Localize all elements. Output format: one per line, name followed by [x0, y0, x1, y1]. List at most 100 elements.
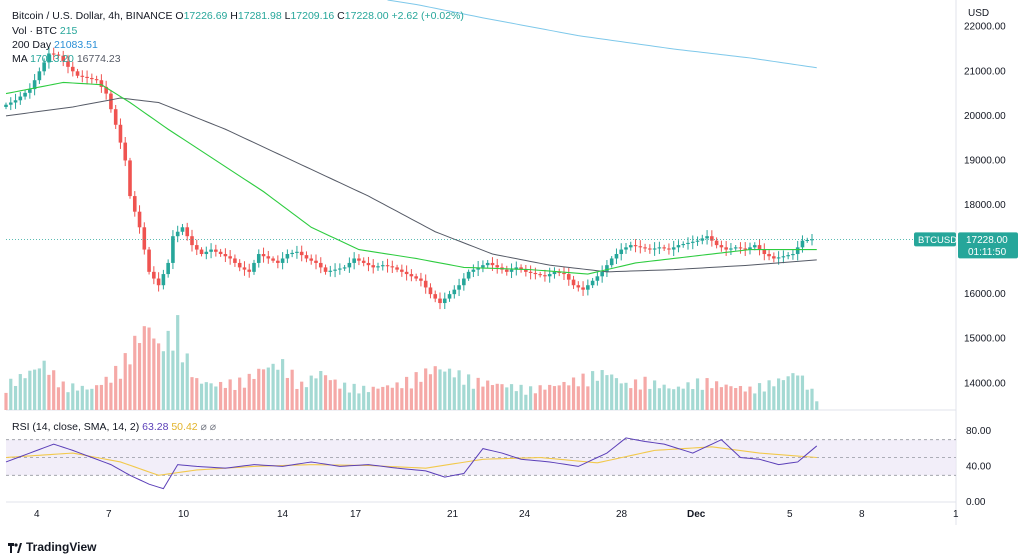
- symbol-title: Bitcoin / U.S. Dollar, 4h, BINANCE: [12, 10, 173, 22]
- candle-body: [452, 289, 457, 295]
- volume-bar: [710, 388, 714, 410]
- volume-bar: [490, 385, 495, 410]
- candle-body: [576, 285, 581, 288]
- volume-bar: [509, 384, 514, 410]
- time-axis-label: 21: [447, 509, 459, 520]
- candle-body: [609, 258, 614, 266]
- candle-body: [28, 89, 32, 93]
- candle-body: [371, 265, 376, 268]
- candle-body: [304, 255, 309, 259]
- volume-bar: [729, 386, 733, 410]
- tradingview-brand[interactable]: TradingView: [8, 540, 96, 554]
- volume-bar: [443, 371, 447, 410]
- candle-body: [605, 265, 609, 272]
- candle-body: [538, 274, 542, 276]
- tradingview-logo-icon: [8, 542, 22, 553]
- candle-body: [733, 247, 738, 249]
- rsi-line: [5, 437, 818, 490]
- volume-bar: [261, 369, 266, 410]
- candle-body: [652, 248, 657, 250]
- volume-bar: [781, 380, 785, 410]
- candle-body: [595, 276, 600, 281]
- volume-bar: [52, 370, 56, 410]
- volume-bar: [486, 380, 490, 410]
- candle-body: [476, 267, 480, 270]
- price-axis-tick: 14000.00: [964, 378, 1006, 389]
- volume-bar: [557, 385, 561, 410]
- candle-body: [748, 247, 752, 250]
- ma-slow-value: 16774.23: [76, 53, 121, 65]
- candle-body: [433, 294, 438, 299]
- candle-body: [190, 236, 194, 246]
- settings-icon[interactable]: ⌀: [209, 421, 217, 433]
- candle-body: [714, 240, 719, 246]
- ma-label: MA: [12, 53, 28, 65]
- candle-body: [657, 247, 662, 249]
- volume-bar: [271, 363, 275, 410]
- candle-body: [233, 258, 237, 263]
- volume-bar: [381, 386, 385, 410]
- time-axis-label: 5: [787, 509, 793, 520]
- time-axis-label: 17: [350, 509, 362, 520]
- candle-body: [423, 280, 428, 288]
- volume-bar: [695, 378, 700, 410]
- visibility-icon[interactable]: ⌀: [200, 421, 207, 433]
- candle-body: [543, 275, 547, 277]
- volume-bar: [619, 383, 623, 410]
- candle-body: [552, 271, 557, 275]
- volume-bar: [152, 338, 156, 410]
- volume-bar: [71, 383, 75, 410]
- candle-body: [318, 262, 323, 268]
- volume-bar: [653, 380, 657, 410]
- volume-bar: [471, 388, 475, 410]
- candle-body: [118, 124, 123, 143]
- volume-bar: [409, 388, 413, 410]
- volume-bar: [805, 389, 809, 410]
- volume-bar: [238, 377, 242, 410]
- rsi-axis-tick: 40.00: [966, 461, 991, 472]
- time-axis-label: 8: [859, 509, 865, 520]
- candle-body: [581, 287, 585, 290]
- volume-bar: [395, 382, 399, 410]
- volume-bar: [176, 315, 180, 410]
- candle-body: [204, 251, 209, 255]
- candle-body: [681, 243, 686, 246]
- candle-body: [729, 248, 733, 250]
- candle-body: [562, 272, 566, 275]
- volume-bar: [80, 385, 84, 410]
- candle-body: [18, 96, 23, 101]
- candle-body: [85, 76, 89, 78]
- volume-bar: [519, 384, 523, 410]
- candle-body: [795, 247, 800, 255]
- volume-bar: [114, 365, 118, 410]
- volume-bar: [743, 391, 747, 410]
- volume-bar: [595, 380, 599, 410]
- volume-bar: [467, 374, 471, 410]
- candle-body: [462, 278, 466, 286]
- volume-bar: [75, 390, 80, 410]
- volume-bar: [581, 373, 585, 410]
- ma-slow-line: [5, 97, 817, 273]
- price-axis-tick: 20000.00: [964, 111, 1006, 122]
- candle-body: [705, 236, 709, 239]
- volume-bar: [37, 368, 41, 410]
- rsi-sma-value: 50.42: [171, 421, 198, 433]
- candle-body: [600, 271, 604, 277]
- candle-body: [772, 256, 776, 259]
- rsi-label: RSI (14, close, SMA, 14, 2): [12, 421, 140, 433]
- volume-bar: [104, 376, 108, 410]
- volume-bar: [28, 370, 32, 410]
- volume-bar: [223, 387, 227, 410]
- candle-body: [242, 267, 247, 270]
- volume-bar: [676, 386, 681, 410]
- candle-body: [690, 241, 695, 243]
- candle-body: [385, 265, 390, 267]
- candle-body: [161, 274, 166, 286]
- day200-label: 200 Day: [12, 39, 52, 51]
- volume-bar: [199, 383, 204, 410]
- candle-body: [428, 287, 433, 295]
- volume-bar: [133, 335, 137, 410]
- candle-body: [671, 247, 676, 250]
- candle-body: [566, 274, 571, 280]
